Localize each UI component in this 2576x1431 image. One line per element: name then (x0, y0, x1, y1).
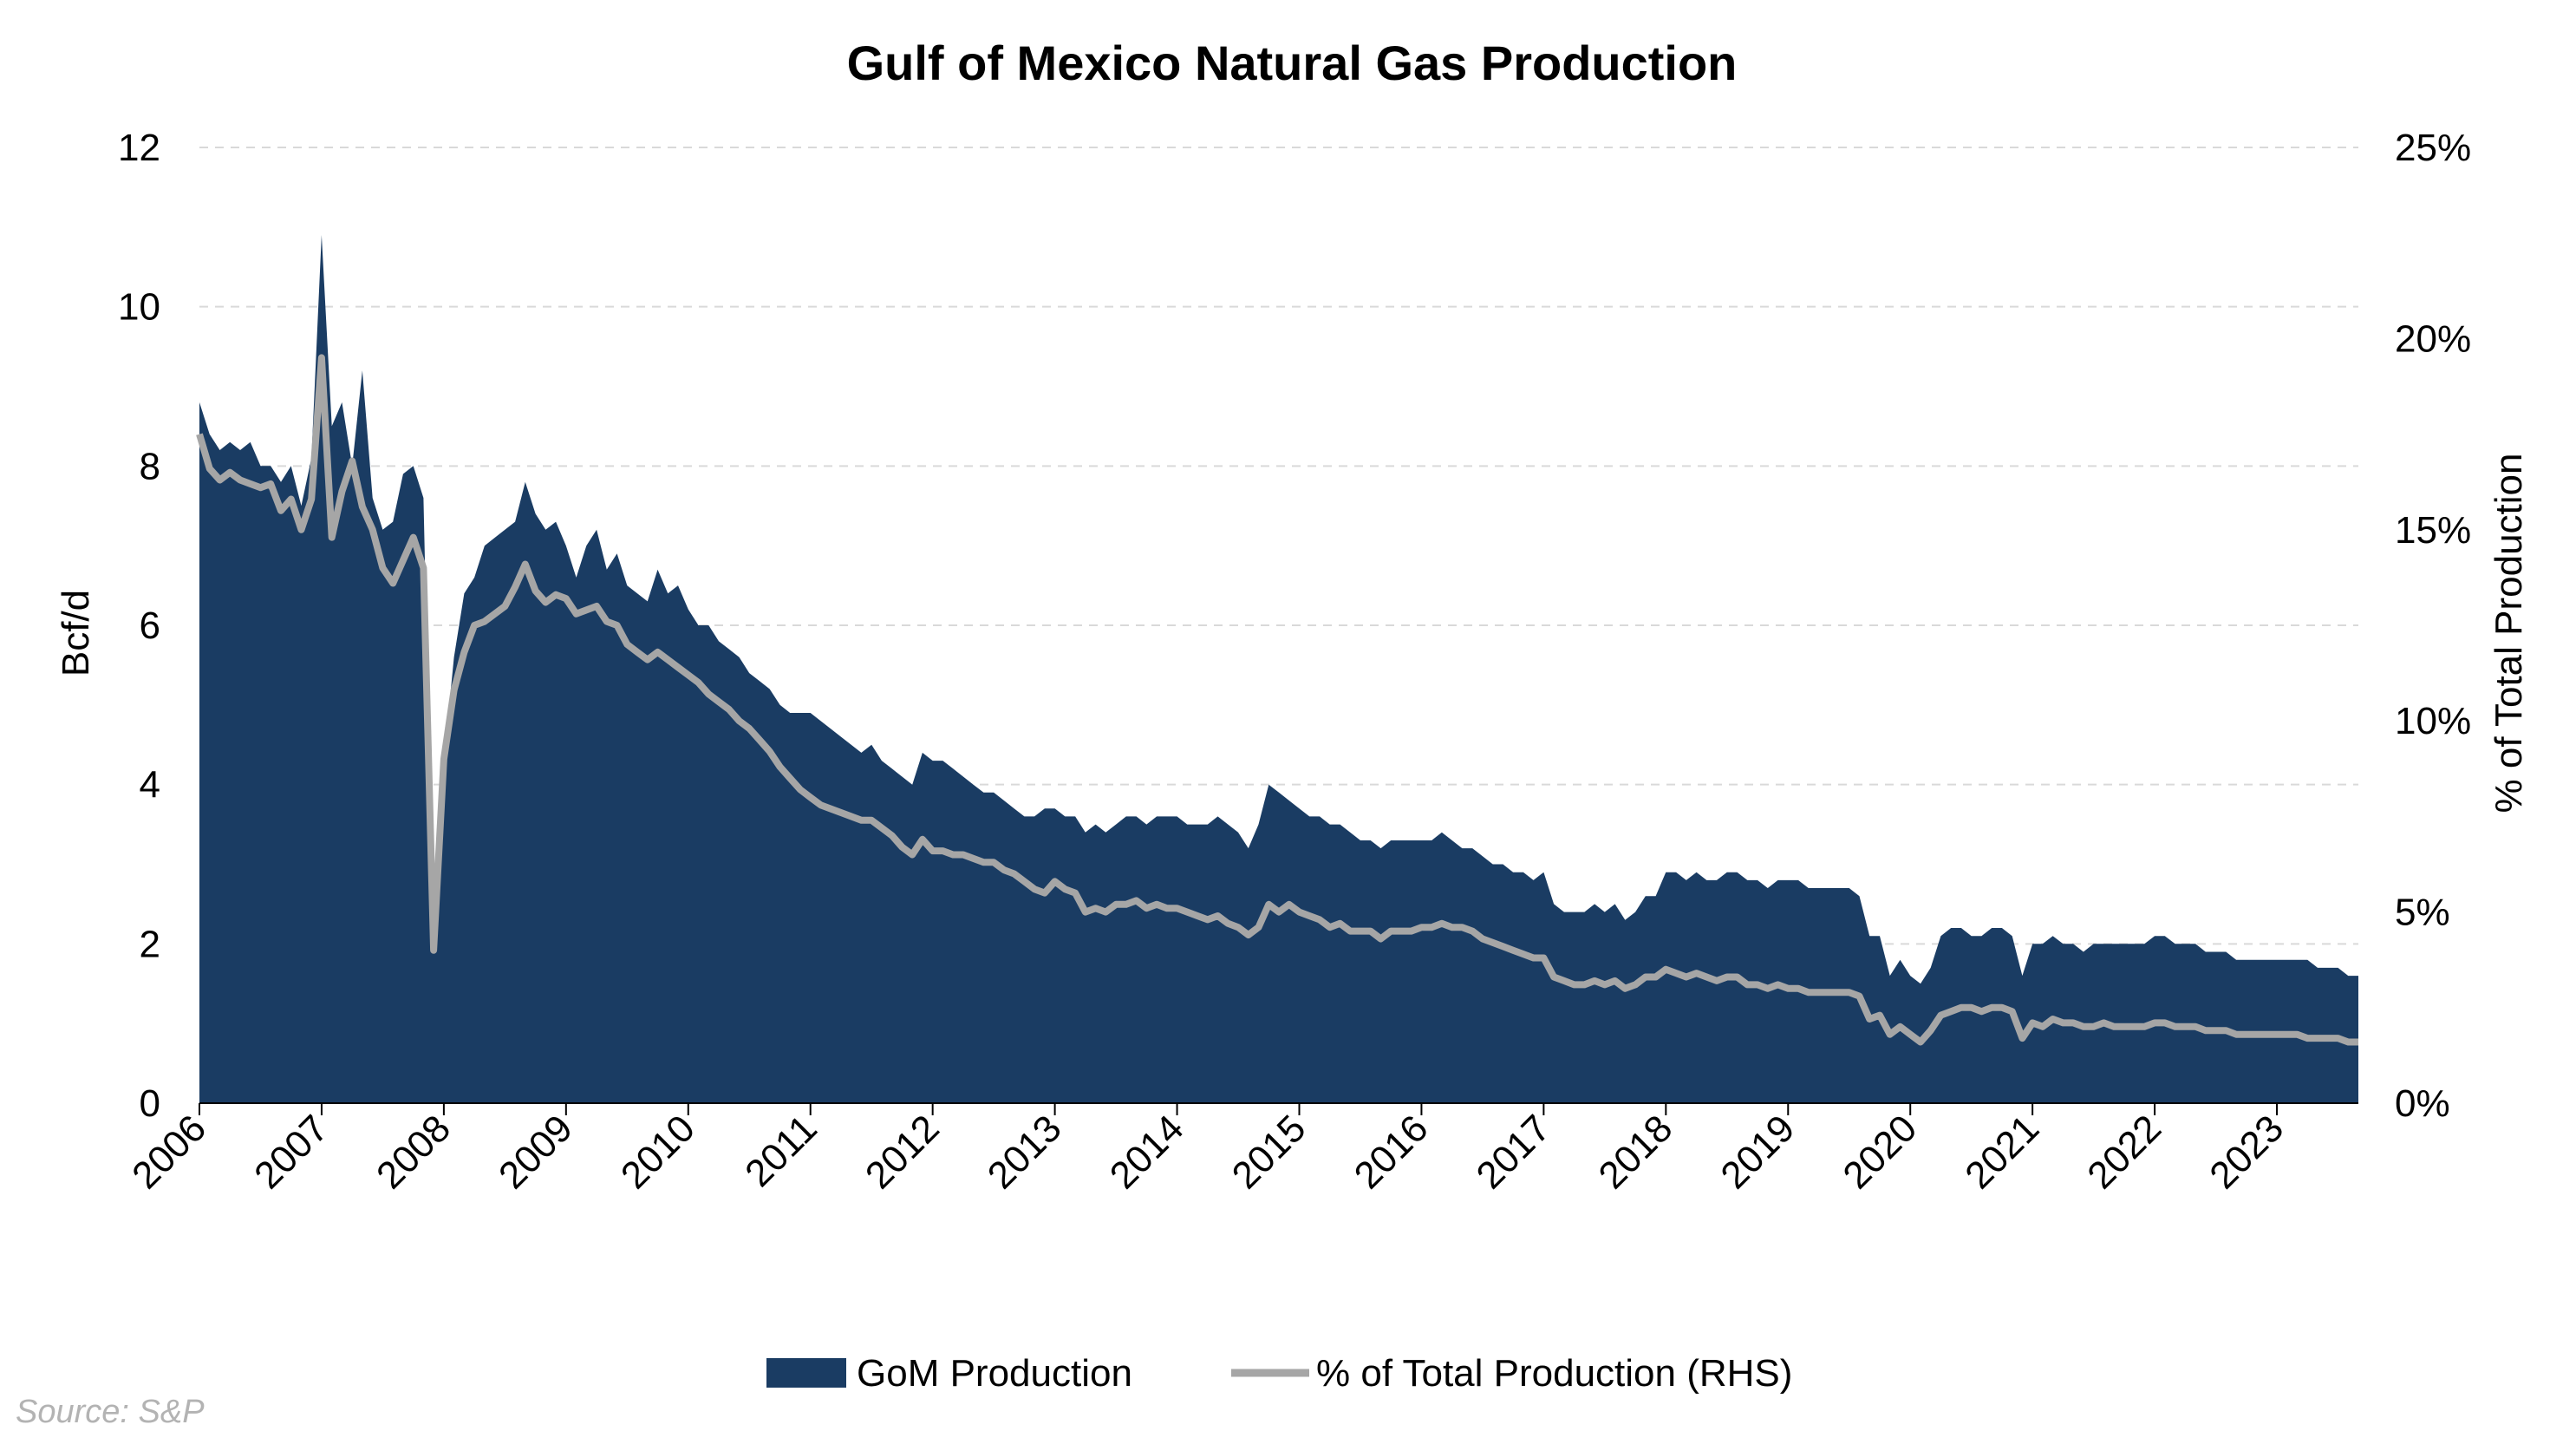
x-tick-label: 2017 (1469, 1107, 1559, 1197)
y2-tick-label: 20% (2395, 317, 2471, 360)
y2-tick-label: 10% (2395, 700, 2471, 742)
y-tick-label: 12 (118, 127, 160, 169)
legend: GoM Production % of Total Production (RH… (766, 1352, 1792, 1395)
x-tick-label: 2009 (491, 1107, 581, 1197)
y2-tick-label: 0% (2395, 1082, 2450, 1125)
legend-swatch-production (766, 1358, 846, 1388)
x-tick-label: 2013 (980, 1107, 1070, 1197)
y2-tick-label: 5% (2395, 892, 2450, 934)
legend-label-share: % of Total Production (RHS) (1316, 1352, 1792, 1395)
y-tick-label: 6 (140, 604, 160, 647)
y-axis-title: Bcf/d (55, 590, 97, 676)
x-tick-label: 2010 (613, 1107, 703, 1197)
x-tick-label: 2006 (124, 1107, 214, 1197)
x-tick-label: 2018 (1591, 1107, 1681, 1197)
y2-tick-label: 25% (2395, 127, 2471, 169)
left-axis-ticks: 0 2 4 6 8 10 12 (118, 127, 160, 1125)
share-line-layer (196, 354, 2358, 1046)
right-axis-ticks: 0% 5% 10% 15% 20% 25% (2395, 127, 2471, 1125)
x-tick-label: 2012 (858, 1107, 948, 1197)
y-tick-label: 8 (140, 445, 160, 487)
x-tick-label: 2016 (1347, 1107, 1437, 1197)
y-tick-label: 0 (140, 1082, 160, 1125)
x-tick-label: 2023 (2201, 1107, 2292, 1197)
x-tick-label: 2021 (1957, 1107, 2047, 1197)
legend-label-production: GoM Production (857, 1352, 1132, 1395)
x-tick-label: 2019 (1712, 1107, 1803, 1197)
production-area-layer (199, 235, 2358, 1103)
x-tick-label: 2015 (1224, 1107, 1314, 1197)
y2-axis-title: % of Total Production (2488, 454, 2530, 814)
production-area (199, 235, 2358, 1103)
x-tick-label: 2014 (1102, 1107, 1192, 1197)
x-tick-label: 2020 (1835, 1107, 1925, 1197)
source-note: Source: S&P (16, 1394, 205, 1430)
y-tick-label: 2 (140, 923, 160, 965)
y-tick-label: 4 (140, 764, 160, 807)
share-line (196, 354, 2358, 1046)
y-tick-label: 10 (118, 286, 160, 329)
x-axis-ticks: 2006 2007 2008 2009 2010 2011 2012 2013 2014 2015… (124, 1103, 2292, 1197)
y2-tick-label: 15% (2395, 509, 2471, 552)
x-tick-label: 2022 (2079, 1107, 2169, 1197)
x-tick-label: 2007 (246, 1107, 336, 1197)
x-tick-label: 2011 (737, 1107, 825, 1195)
chart-title: Gulf of Mexico Natural Gas Production (847, 36, 1738, 90)
x-tick-label: 2008 (368, 1107, 459, 1197)
